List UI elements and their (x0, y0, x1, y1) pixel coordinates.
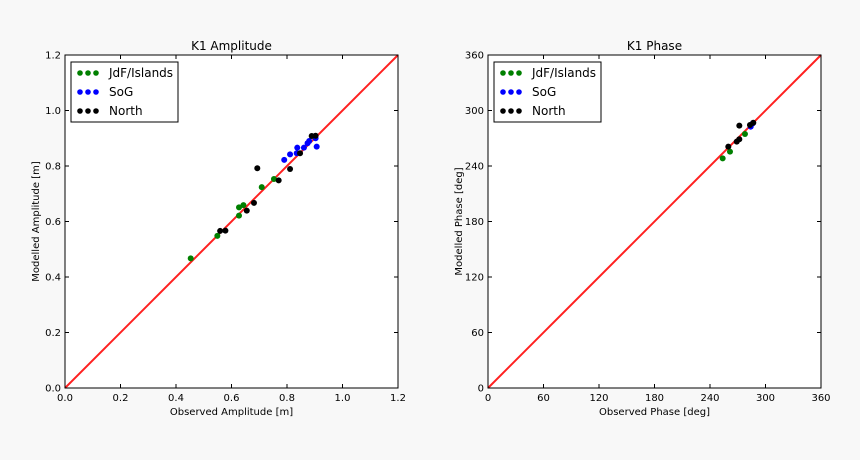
x-tick-label: 300 (756, 393, 775, 404)
y-tick-label: 180 (465, 217, 484, 228)
y-tick-label: 0.4 (45, 273, 61, 284)
legend-marker (93, 70, 99, 76)
data-point-jdf-islands (214, 232, 221, 239)
x-tick-label: 1.0 (335, 393, 351, 404)
legend-marker (508, 89, 514, 95)
x-axis-label: Observed Phase [deg] (599, 407, 710, 418)
data-point-north (725, 143, 732, 150)
data-point-north (287, 166, 294, 173)
chart-title: K1 Amplitude (191, 39, 272, 53)
data-point-jdf-islands (235, 204, 242, 211)
x-tick-label: 0.8 (279, 393, 295, 404)
reference-line (64, 54, 399, 389)
data-point-jdf-islands (719, 155, 726, 162)
data-point-jdf-islands (726, 148, 733, 155)
legend-label: North (109, 104, 143, 118)
x-tick-label: 60 (537, 393, 550, 404)
data-point-jdf-islands (258, 184, 265, 191)
data-point-north (222, 227, 229, 234)
data-point-sog (281, 156, 288, 163)
reference-line (487, 54, 822, 389)
legend-marker (77, 108, 83, 114)
legend: JdF/Islands SoG North (493, 61, 602, 123)
legend-marker (93, 108, 99, 114)
legend-label: SoG (532, 85, 556, 99)
x-tick-label: 0.2 (113, 393, 129, 404)
x-tick-label: 0.4 (168, 393, 184, 404)
data-point-north (254, 165, 261, 172)
x-tick-label: 0.0 (57, 393, 73, 404)
data-point-jdf-islands (240, 202, 247, 209)
x-tick-label: 1.2 (390, 393, 406, 404)
data-point-north (243, 207, 250, 214)
data-point-sog (300, 144, 307, 151)
legend-marker (516, 108, 522, 114)
legend-marker (516, 70, 522, 76)
axes-frame (487, 54, 822, 389)
x-tick-label: 0.6 (224, 393, 240, 404)
y-tick-label: 0.2 (45, 328, 61, 339)
legend-marker (508, 108, 514, 114)
data-point-jdf-islands (270, 176, 277, 183)
y-tick-label: 1.2 (45, 51, 61, 62)
x-axis-label: Observed Amplitude [m] (170, 407, 293, 418)
data-point-sog (287, 151, 294, 158)
y-tick-label: 300 (465, 106, 484, 117)
data-point-north (750, 119, 757, 126)
y-tick-label: 360 (465, 51, 484, 62)
data-point-north (297, 150, 304, 157)
y-tick-label: 1.0 (45, 106, 61, 117)
y-tick-label: 0.0 (45, 384, 61, 395)
data-point-jdf-islands (187, 255, 194, 262)
y-tick-label: 0.8 (45, 162, 61, 173)
data-point-jdf-islands (235, 212, 242, 219)
legend-label: North (532, 104, 566, 118)
x-tick-label: 180 (645, 393, 664, 404)
x-tick-label: 120 (589, 393, 608, 404)
legend-marker (85, 108, 91, 114)
chart-2: K1 Phase Observed Phase [deg] Modelled Pha… (454, 39, 831, 418)
legend-marker (500, 89, 506, 95)
legend: JdF/Islands SoG North (70, 61, 179, 123)
y-tick-label: 120 (465, 273, 484, 284)
legend-marker (85, 70, 91, 76)
y-tick-label: 240 (465, 162, 484, 173)
data-point-north (736, 122, 743, 129)
data-point-jdf-islands (741, 130, 748, 137)
legend-label: JdF/Islands (531, 66, 596, 80)
data-point-north (275, 177, 282, 184)
data-point-north (217, 227, 224, 234)
legend-marker (93, 89, 99, 95)
y-axis-label: Modelled Amplitude [m] (31, 161, 42, 282)
legend-marker (77, 89, 83, 95)
x-tick-label: 360 (811, 393, 830, 404)
x-tick-label: 240 (700, 393, 719, 404)
legend-marker (85, 89, 91, 95)
legend-label: JdF/Islands (108, 66, 173, 80)
data-point-sog (306, 138, 313, 145)
data-point-north (736, 136, 743, 143)
legend-label: SoG (109, 85, 133, 99)
x-tick-label: 0 (485, 393, 491, 404)
data-point-sog (313, 143, 320, 150)
legend-marker (508, 70, 514, 76)
axes-frame (64, 54, 399, 389)
chart-1: K1 Amplitude Observed Amplitude [m] Modell… (31, 39, 406, 418)
legend-marker (500, 70, 506, 76)
data-point-sog (294, 144, 301, 151)
y-axis-label: Modelled Phase [deg] (454, 167, 465, 275)
data-point-north (250, 199, 257, 206)
legend-marker (500, 108, 506, 114)
y-tick-label: 60 (471, 328, 484, 339)
legend-marker (516, 89, 522, 95)
data-point-north (312, 132, 319, 139)
legend-marker (77, 70, 83, 76)
y-tick-label: 0 (478, 384, 484, 395)
chart-title: K1 Phase (627, 39, 682, 53)
y-tick-label: 0.6 (45, 217, 61, 228)
